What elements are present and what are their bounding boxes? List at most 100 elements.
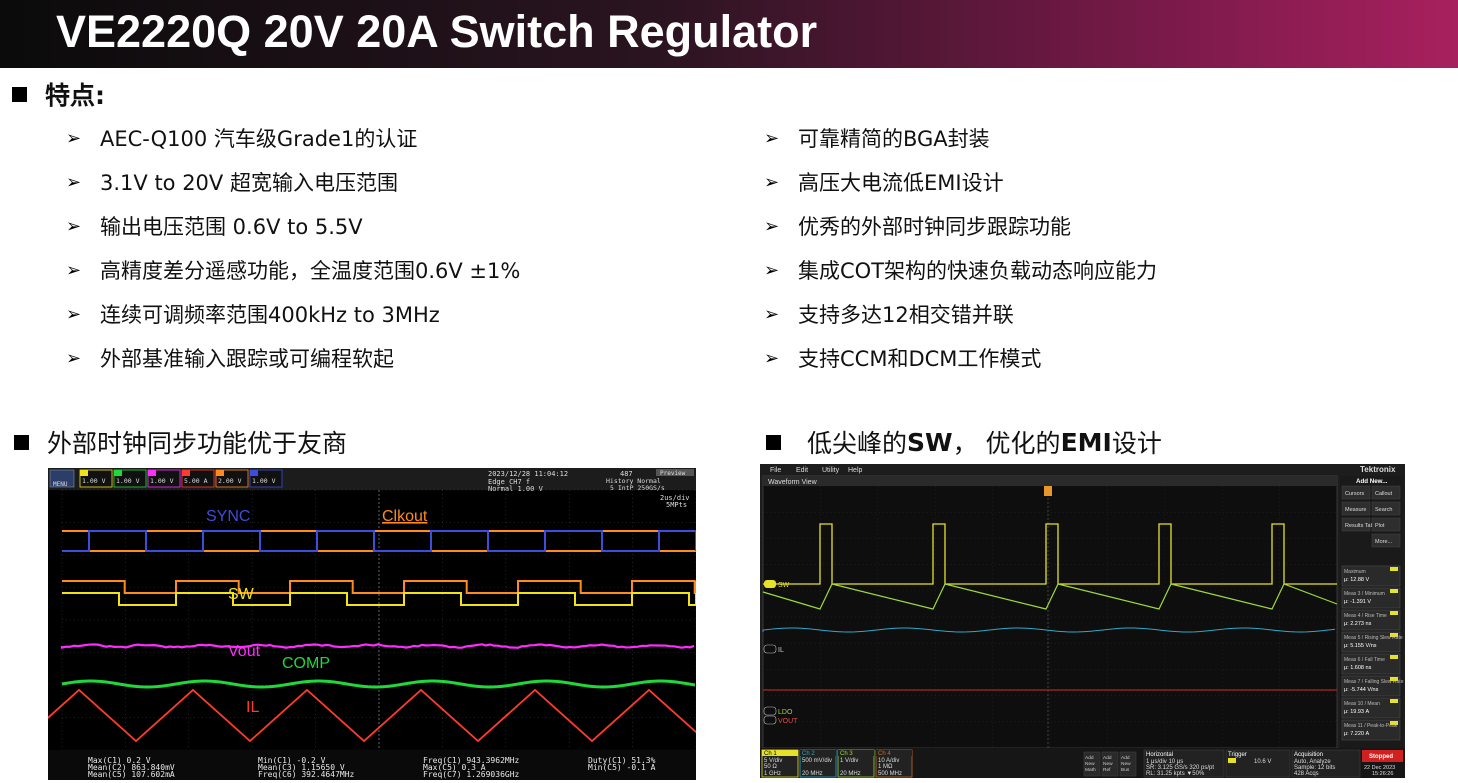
channel-scale: 1.00 V — [150, 477, 174, 485]
measurement-tag — [1390, 567, 1398, 571]
add-new-label: Add — [1085, 755, 1094, 761]
measurement-value: μ: 1.608 ns — [1344, 665, 1372, 671]
horizontal-heading: Horizontal — [1146, 752, 1173, 758]
measurement-name: Meas 11 / Peak-to-Peak — [1344, 723, 1398, 729]
add-new-label: Bus — [1121, 767, 1130, 773]
channel-scale: 1.00 V — [82, 477, 106, 485]
side-button-label: Measure — [1345, 507, 1366, 513]
measurement-name: Meas 4 / Rise Time — [1344, 613, 1387, 619]
channel-color-tag — [250, 470, 258, 476]
channel-color-tag — [216, 470, 224, 476]
channel-bandwidth: 20 MHz — [840, 771, 861, 777]
page-title: VE2220Q 20V 20A Switch Regulator — [56, 4, 817, 60]
arrow-bullet-icon: ➢ — [66, 216, 84, 237]
il-label: IL — [246, 699, 259, 716]
scope-screenshot-left: MENU 1.00 V 1.00 V 1.00 V 5.00 A 2.00 V 1.00 V… — [48, 468, 696, 780]
channel-color-tag — [148, 470, 156, 476]
trigger-level: 10.6 V — [1254, 759, 1271, 765]
list-item: ➢ 高压大电流低EMI设计 — [764, 160, 1157, 204]
channel-color-tag — [114, 470, 122, 476]
scope-time: 15:26:26 — [1372, 771, 1393, 777]
add-new-label: Add — [1121, 755, 1130, 761]
measurement-name: Meas 7 / Falling Slew Rate — [1344, 679, 1404, 685]
add-new-label: New — [1121, 761, 1131, 767]
square-bullet-icon — [14, 435, 29, 450]
measurement-value: μ: 12.88 V — [1344, 577, 1370, 583]
add-new-label: New — [1103, 761, 1113, 767]
side-button-label: Cursors — [1345, 491, 1365, 497]
trigger-source-tag — [1228, 758, 1236, 763]
features-heading: 特点: — [12, 76, 105, 112]
add-new-label: Add New... — [1356, 478, 1388, 485]
channel-impedance: 50 Ω — [764, 764, 777, 770]
measurement-value: μ: 7.220 A — [1344, 731, 1370, 737]
measurement-value: Freq(C6) 392.4647MHz — [258, 770, 355, 779]
measurement-name: Maximum — [1344, 569, 1366, 575]
measurement-name: Meas 5 / Rising Slew Rate — [1344, 635, 1403, 641]
list-item: ➢ 连续可调频率范围400kHz to 3MHz — [66, 292, 520, 336]
vout-trace-label: VOUT — [778, 718, 798, 725]
square-bullet-icon — [12, 87, 27, 102]
sync-label: SYNC — [206, 508, 250, 525]
add-new-label: Ref — [1103, 767, 1111, 773]
channel-color-tag — [182, 470, 190, 476]
measurement-value: μ: 19.93 A — [1344, 709, 1370, 715]
menu-item: Edit — [796, 467, 808, 474]
side-button-label: Callout — [1375, 491, 1393, 497]
arrow-bullet-icon: ➢ — [66, 348, 84, 369]
section-left-heading: 外部时钟同步功能优于友商 — [14, 424, 347, 460]
arrow-bullet-icon: ➢ — [764, 128, 782, 149]
list-item: ➢ 支持多达12相交错并联 — [764, 292, 1157, 336]
acquisition-heading: Acquisition — [1294, 752, 1323, 758]
menu-item: Help — [848, 467, 863, 474]
add-new-label: Add — [1103, 755, 1112, 761]
channel-scale: 1.00 V — [116, 477, 140, 485]
measurement-value: Mean(C5) 107.602mA — [88, 770, 175, 779]
arrow-bullet-icon: ➢ — [764, 172, 782, 193]
list-item: ➢ 3.1V to 20V 超宽输入电压范围 — [66, 160, 520, 204]
arrow-bullet-icon: ➢ — [66, 304, 84, 325]
measurement-value: μ: 2.273 ns — [1344, 621, 1372, 627]
clkout-label: Clkout — [382, 508, 428, 525]
side-button-label: More... — [1375, 539, 1393, 545]
channel-bandwidth: 1 GHz — [764, 771, 781, 777]
scope-memory-depth: 5MPts — [666, 501, 687, 509]
channel-scale: 500 mV/div — [802, 758, 832, 764]
scope-screenshot-right: File Edit Utility Help Tektronix Waveform Vi… — [760, 464, 1405, 778]
scope-datetime: 2023/12/28 11:04:12 — [488, 470, 568, 478]
menu-item: Utility — [822, 467, 840, 474]
list-item: ➢ 集成COT架构的快速负载动态响应能力 — [764, 248, 1157, 292]
measurement-value: μ: -5.744 V/ns — [1344, 687, 1379, 693]
vout-label: Vout — [228, 643, 261, 660]
list-item: ➢ 支持CCM和DCM工作模式 — [764, 336, 1157, 380]
sw-trace-label: SW — [778, 582, 790, 589]
il-trace-label: IL — [778, 647, 784, 654]
channel-scale: 1 V/div — [840, 758, 858, 764]
list-item: ➢ 可靠精简的BGA封装 — [764, 116, 1157, 160]
scope-trigger-level: Normal 1.00 V — [488, 485, 544, 493]
channel-name: Ch 3 — [840, 751, 853, 757]
ldo-trace-label: LDO — [778, 709, 793, 716]
channel-bandwidth: 20 MHz — [802, 771, 823, 777]
trigger-position-icon — [1044, 486, 1052, 496]
comp-label: COMP — [282, 655, 330, 672]
scope-sample-rate: 5 IntP 250GS/s — [610, 484, 665, 492]
channel-name: Ch 1 — [764, 751, 777, 757]
tektronix-logo: Tektronix — [1360, 465, 1396, 474]
features-right-list: ➢ 可靠精简的BGA封装 ➢ 高压大电流低EMI设计 ➢ 优秀的外部时钟同步跟踪功能 … — [764, 116, 1157, 380]
horizontal-record: RL: 31.25 kpts ▼50% — [1146, 771, 1205, 777]
square-bullet-icon — [766, 435, 781, 450]
measurement-tag — [1390, 699, 1398, 703]
channel-scale: 1.00 V — [252, 477, 276, 485]
list-item: ➢ 输出电压范围 0.6V to 5.5V — [66, 204, 520, 248]
waveform-view-label: Waveform View — [768, 479, 818, 486]
add-new-label: New — [1085, 761, 1095, 767]
measurement-value: Freq(C7) 1.269036GHz — [423, 770, 520, 779]
measurement-tag — [1390, 589, 1398, 593]
channel-name: Ch 4 — [878, 751, 891, 757]
ch1-marker — [764, 580, 776, 588]
arrow-bullet-icon: ➢ — [764, 348, 782, 369]
features-left-list: ➢ AEC-Q100 汽车级Grade1的认证 ➢ 3.1V to 20V 超宽输入… — [66, 116, 520, 380]
channel-bandwidth: 500 MHz — [878, 771, 902, 777]
arrow-bullet-icon: ➢ — [764, 260, 782, 281]
